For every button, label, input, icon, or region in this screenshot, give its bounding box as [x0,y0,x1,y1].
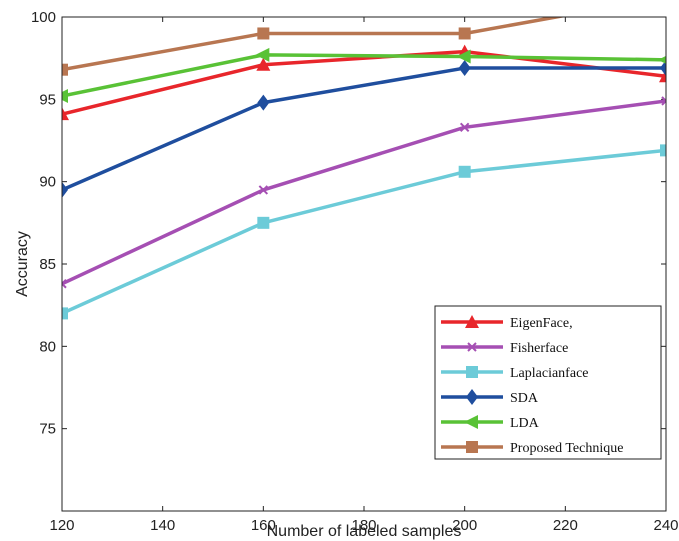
y-tick-label: 95 [39,91,56,108]
data-point [660,60,666,77]
series-1 [62,96,666,289]
series-3 [62,60,666,198]
series-line [62,53,666,98]
series-2 [62,144,666,320]
data-point [62,279,67,289]
legend-item: Fisherface [441,341,568,356]
data-point [458,165,471,178]
x-tick-label: 160 [251,517,276,534]
x-tick-label: 140 [150,517,175,534]
series-5 [62,0,672,76]
legend-swatch-marker [465,315,479,328]
data-point [62,63,68,76]
x-axis-label: Number of labeled samples [267,523,462,540]
data-point [660,144,666,157]
legend-label: Fisherface [510,341,568,356]
data-point [257,94,270,111]
legend-item: LDA [441,415,540,431]
x-tick-label: 120 [49,517,74,534]
series-layer [62,0,672,320]
y-axis-label: Accuracy [14,231,31,297]
series-line [62,99,666,286]
data-point [459,122,470,133]
legend-item: SDA [441,389,539,406]
data-point [257,27,270,40]
y-tick-label: 80 [39,338,56,355]
data-point [661,96,666,106]
data-point [62,89,68,104]
series-line [62,66,666,192]
y-tick-label: 75 [39,421,56,438]
legend-label: Laplacianface [510,366,589,381]
series-line [62,49,666,116]
data-point [258,185,269,195]
legend-label: Proposed Technique [510,441,623,456]
legend-box [434,305,662,460]
x-tick-label: 240 [653,517,678,534]
legend-item: EigenFace, [441,315,573,331]
series-line [62,17,567,72]
data-point [62,307,68,320]
data-point [255,47,270,62]
data-point [458,27,471,40]
data-point [456,49,471,64]
series-line [62,148,666,315]
legend-item: Laplacianface [441,366,589,381]
legend-item: Proposed Technique [441,441,623,456]
data-point [256,57,271,71]
legend-swatch-marker [464,415,478,429]
legend-swatch-marker [467,342,477,352]
series-4 [62,47,666,104]
y-tick-label: 85 [39,256,56,273]
data-point [658,55,666,64]
data-point [660,0,672,3]
data-point [458,60,471,77]
legend: EigenFace, Fisherface Laplacianface SDA LDA P… [434,305,662,460]
legend-label: SDA [510,391,539,406]
legend-label: LDA [510,416,540,431]
axis-ticks: 120 140 160 180 200 220 240 75 80 85 90 95 100 [31,9,679,534]
x-tick-label: 220 [553,517,578,534]
legend-swatch-marker [466,441,478,453]
x-tick-label: 180 [351,517,376,534]
legend-swatch-marker [466,389,478,405]
y-tick-label: 90 [39,174,56,191]
plot-frame [61,16,667,512]
data-point [62,181,68,198]
legend-swatch-marker [466,366,478,378]
y-tick-label: 100 [31,9,56,26]
legend-label: EigenFace, [510,316,573,331]
data-point [257,216,270,229]
x-tick-label: 200 [452,517,477,534]
data-point [62,107,69,121]
